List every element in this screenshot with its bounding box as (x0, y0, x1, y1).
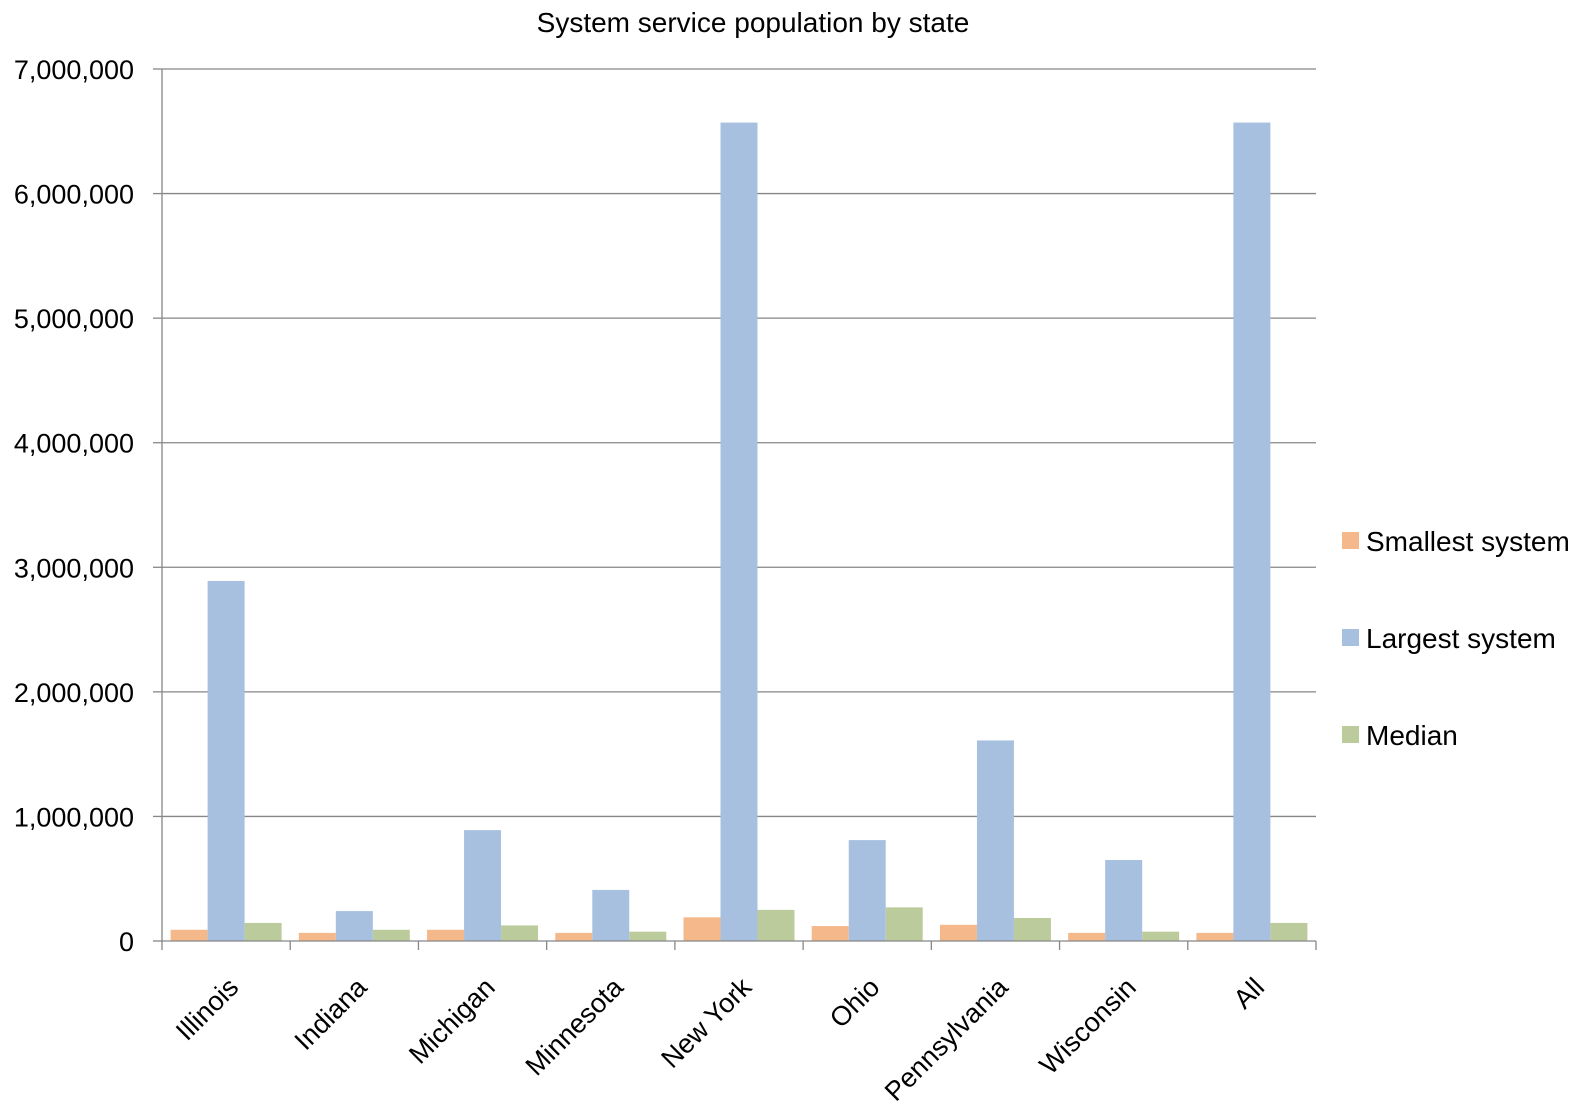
legend: Smallest system Largest system Median (1342, 526, 1570, 751)
bar-smallest-system-pennsylvania (939, 924, 977, 941)
bar-largest-system-wisconsin (1105, 860, 1143, 941)
y-tick-label-7: 7,000,000 (14, 55, 134, 85)
bar-median-michigan (501, 925, 539, 941)
legend-swatch-median (1342, 726, 1359, 743)
y-tick-label-2: 2,000,000 (14, 678, 134, 708)
bar-median-illinois (244, 922, 282, 941)
bar-largest-system-michigan (464, 830, 502, 941)
bar-smallest-system-indiana (298, 932, 336, 941)
bar-smallest-system-wisconsin (1068, 932, 1106, 941)
legend-label-median: Median (1366, 720, 1458, 751)
bar-largest-system-pennsylvania (976, 740, 1014, 941)
bar-median-minnesota (629, 931, 667, 941)
y-tick-label-0: 0 (119, 927, 134, 957)
legend-swatch-smallest-system (1342, 532, 1359, 549)
bar-largest-system-minnesota (592, 889, 630, 941)
y-tick-labels: 0 1,000,000 2,000,000 3,000,000 4,000,000 5,0… (14, 55, 134, 957)
bar-smallest-system-michigan (427, 929, 465, 941)
x-tick-label-all: All (1228, 972, 1270, 1014)
bar-largest-system-new-york (720, 122, 758, 941)
bar-largest-system-illinois (207, 580, 245, 941)
bar-smallest-system-ohio (811, 926, 849, 941)
bar-smallest-system-all (1196, 932, 1234, 941)
bar-median-pennsylvania (1013, 917, 1051, 941)
chart-title: System service population by state (537, 7, 970, 38)
bar-largest-system-indiana (335, 911, 373, 941)
x-tick-label-indiana: Indiana (289, 971, 374, 1056)
x-tick-label-michigan: Michigan (403, 972, 501, 1070)
y-tick-label-5: 5,000,000 (14, 304, 134, 334)
y-tick-label-4: 4,000,000 (14, 429, 134, 459)
x-tick-label-ohio: Ohio (824, 972, 886, 1034)
bar-largest-system-all (1233, 122, 1271, 941)
x-tick-label-illinois: Illinois (170, 972, 244, 1046)
y-tick-label-1: 1,000,000 (14, 802, 134, 832)
bar-largest-system-ohio (848, 840, 886, 941)
bar-smallest-system-minnesota (555, 932, 593, 941)
legend-label-largest-system: Largest system (1366, 623, 1556, 654)
bar-median-indiana (372, 929, 410, 941)
legend-swatch-largest-system (1342, 629, 1359, 646)
x-tick-label-wisconsin: Wisconsin (1034, 972, 1142, 1080)
bar-median-wisconsin (1142, 931, 1180, 941)
x-tick-labels: Illinois Indiana Michigan Minnesota New York… (170, 971, 1270, 1106)
x-tick-label-new-york: New York (655, 972, 757, 1074)
bar-median-ohio (885, 907, 923, 941)
y-tick-label-3: 3,000,000 (14, 553, 134, 583)
x-tick-label-minnesota: Minnesota (520, 971, 630, 1081)
bar-median-all (1270, 922, 1308, 941)
axes (153, 68, 1317, 950)
bars (170, 122, 1308, 941)
y-tick-label-6: 6,000,000 (14, 180, 134, 210)
x-tick-label-pennsylvania: Pennsylvania (879, 971, 1014, 1106)
legend-label-smallest-system: Smallest system (1366, 526, 1570, 557)
bar-smallest-system-new-york (683, 917, 721, 941)
bar-smallest-system-illinois (170, 929, 208, 941)
bar-median-new-york (757, 909, 795, 941)
